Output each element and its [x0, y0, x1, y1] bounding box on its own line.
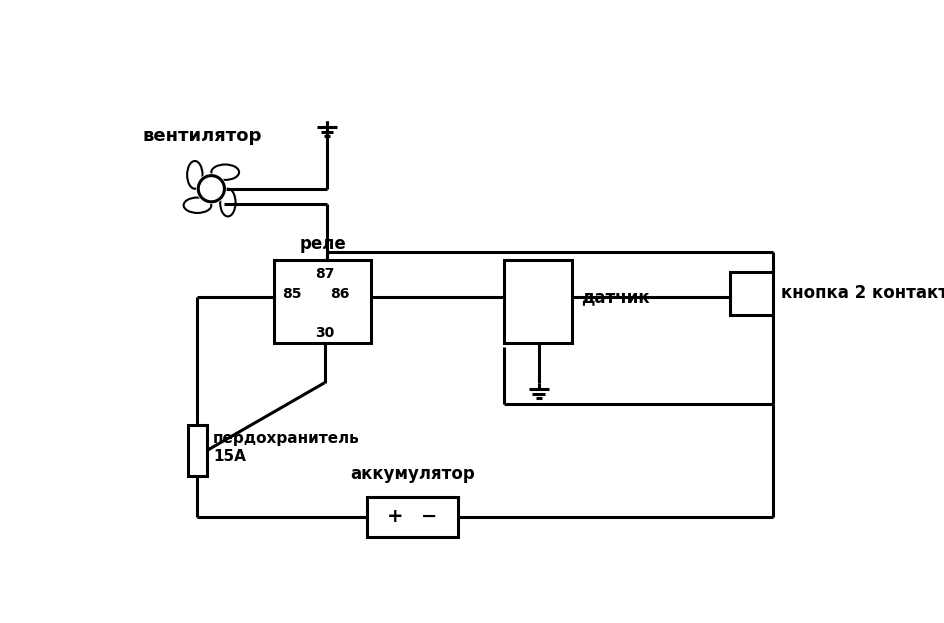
- Text: реле: реле: [299, 235, 346, 254]
- Text: вентилятор: вентилятор: [142, 127, 261, 145]
- Text: датчик: датчик: [581, 288, 649, 306]
- Text: 85: 85: [282, 287, 301, 302]
- Ellipse shape: [220, 189, 235, 216]
- Text: пердохранитель
15А: пердохранитель 15А: [212, 431, 360, 464]
- Text: аккумулятор: аккумулятор: [349, 465, 474, 483]
- Ellipse shape: [183, 197, 211, 213]
- Bar: [274, 260, 370, 343]
- Text: −: −: [421, 507, 437, 526]
- Ellipse shape: [187, 161, 202, 189]
- Text: 86: 86: [330, 287, 349, 302]
- Bar: [366, 497, 457, 537]
- Text: 30: 30: [314, 326, 334, 340]
- Text: кнопка 2 контакта: кнопка 2 контакта: [781, 285, 944, 302]
- Ellipse shape: [211, 164, 239, 180]
- Circle shape: [196, 174, 226, 203]
- Bar: [730, 272, 772, 315]
- Text: +: +: [387, 507, 403, 526]
- Bar: [188, 425, 207, 476]
- Text: 87: 87: [314, 267, 334, 281]
- Bar: [503, 260, 571, 343]
